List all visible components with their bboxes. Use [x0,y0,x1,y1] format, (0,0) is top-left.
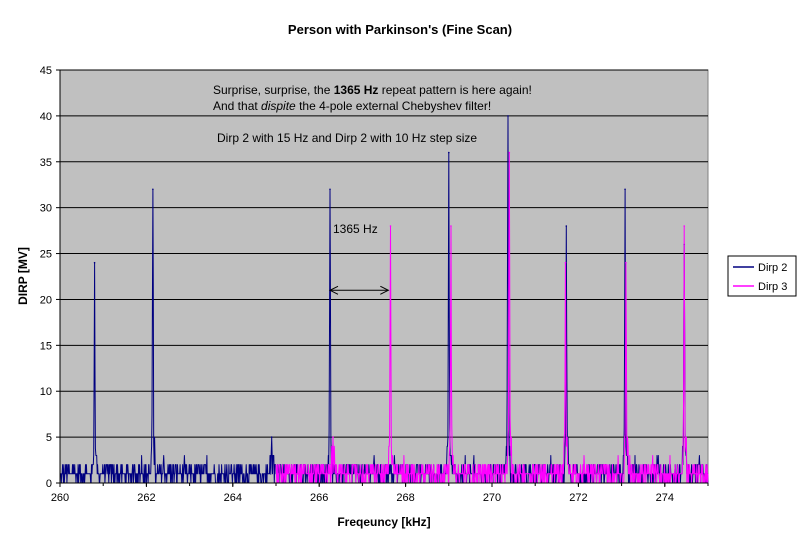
x-tick-label-274: 274 [656,492,674,504]
chart-title: Person with Parkinson's (Fine Scan) [288,22,512,37]
arrow-head-right [380,285,390,295]
peak-point-dirp-3-6 [683,225,686,227]
legend-label-dirp-2: Dirp 2 [758,262,787,274]
legend-box [727,255,797,297]
peak-point-dirp-3-3 [508,151,511,154]
y-tick-label-25: 25 [40,249,52,261]
y-tick-label-5: 5 [46,432,52,444]
y-tick-label-10: 10 [40,386,52,398]
x-axis-label: Freqeuncy [kHz] [337,515,430,529]
peak-point-dirp-2-6 [565,225,568,227]
y-axis-label: DIRP [MV] [16,247,30,305]
peak-point-dirp-3-5 [625,261,627,264]
x-tick-label-270: 270 [483,492,501,504]
x-tick-label-260: 260 [51,492,69,504]
x-tick-label-266: 266 [310,492,328,504]
peak-point-dirp-2-0 [93,261,96,264]
legend: Dirp 2 Dirp 3 [727,255,797,297]
y-tick-label-40: 40 [40,111,52,123]
annotation-line-2-italic: dispite [261,99,296,113]
annotation-line-2-post: the 4-pole external Chebyshev filter! [296,99,491,113]
peak-point-dirp-2-3 [329,188,331,191]
x-tick-label-262: 262 [137,492,155,504]
y-tick-label-20: 20 [40,294,52,306]
plot-area [59,69,709,484]
x-tick-label-272: 272 [569,492,587,504]
annotation-line-3: Dirp 2 with 15 Hz and Dirp 2 with 10 Hz … [217,131,477,145]
peak-point-dirp-2-4 [448,151,450,154]
grid-lines [60,69,708,438]
axes: 0 5 10 15 20 25 30 35 40 45 260 262 264 266 268 270 272 2… [40,65,709,504]
interval-arrow [328,285,390,295]
peak-point-dirp-2-1 [152,188,154,191]
arrow-head-left [328,285,339,295]
legend-label-dirp-3: Dirp 3 [758,281,787,293]
peak-point-dirp-3-4 [564,261,567,264]
peak-point-dirp-2-7 [624,188,626,191]
peak-point-dirp-3-1 [389,225,392,227]
peak-point-dirp-3-0 [332,436,334,438]
peak-point-dirp-2-5 [507,115,509,117]
annotation-line-1-bold: 1365 Hz [334,83,379,97]
arrow-label: 1365 Hz [333,222,378,236]
annotation-line-1-post: repeat pattern is here again! [378,83,531,97]
y-tick-label-30: 30 [40,203,52,215]
annotation-line-2: And that dispite the 4-pole external Che… [213,99,491,113]
x-tick-label-264: 264 [224,492,242,504]
y-tick-label-15: 15 [40,340,52,352]
y-tick-label-45: 45 [40,65,52,77]
x-tick-label-268: 268 [396,492,414,504]
annotation-line-2-pre: And that [213,99,261,113]
y-tick-label-35: 35 [40,157,52,169]
peak-point-dirp-3-2 [450,225,452,227]
y-tick-label-0: 0 [46,478,52,490]
annotation-line-1-pre: Surprise, surprise, the [213,83,334,97]
annotation-line-1: Surprise, surprise, the 1365 Hz repeat p… [213,83,532,97]
peak-point-dirp-2-2 [270,436,273,438]
